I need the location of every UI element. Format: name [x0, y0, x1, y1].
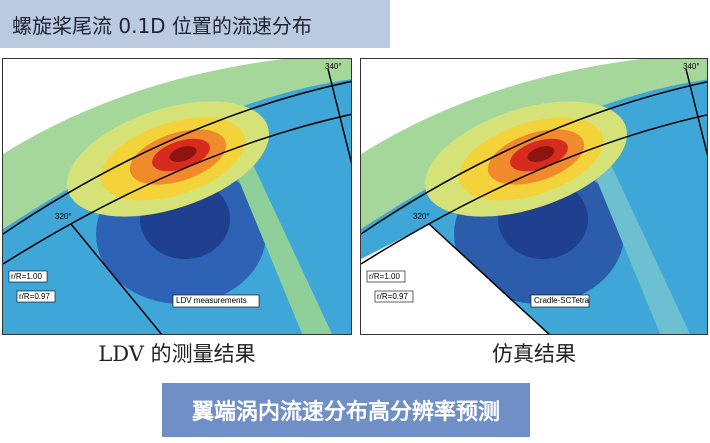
edge-blank	[361, 59, 641, 154]
banner: 翼端涡内流速分布高分辨率预测	[162, 383, 530, 437]
radius-line	[361, 81, 707, 235]
radius-label: r/R=0.97	[377, 292, 408, 301]
label-box	[374, 290, 414, 303]
label-box	[366, 270, 406, 283]
edge-blank	[3, 59, 283, 154]
angle-line	[327, 68, 351, 165]
angle-label: 340°	[325, 62, 342, 71]
angle-line	[428, 223, 550, 334]
angle-label: 340°	[683, 62, 700, 71]
caption: 仿真结果	[492, 342, 576, 366]
angle-line	[70, 223, 163, 334]
angle-label: 320°	[413, 212, 430, 221]
contour	[527, 146, 555, 162]
wake-band	[228, 154, 333, 334]
contour-plot: 340° 320° r/R=1.00 r/R=0.97 LDV measurements	[2, 58, 352, 335]
radius-label: r/R=1.00	[11, 272, 42, 281]
label-box	[172, 294, 260, 308]
contour	[169, 146, 197, 162]
plot-label: Cradle-SCTetra	[534, 296, 590, 305]
blank-region	[361, 224, 549, 334]
radius-label: r/R=0.97	[19, 292, 50, 301]
radius-line	[361, 114, 707, 265]
angle-label: 320°	[55, 212, 72, 221]
radius-label: r/R=1.00	[369, 272, 400, 281]
plot-label: LDV measurements	[176, 296, 247, 305]
label-box	[530, 294, 590, 308]
label-box	[8, 270, 48, 283]
contour-plot: 340° 320° r/R=1.00 r/R=0.97 Cradle-SCTetra	[360, 58, 708, 335]
wake-band	[586, 154, 691, 334]
radius-line	[3, 80, 351, 235]
caption: LDV 的测量结果	[98, 342, 256, 366]
label-box	[16, 290, 56, 303]
radius-line	[3, 113, 351, 265]
angle-line	[685, 68, 707, 157]
slide-title: 螺旋桨尾流 0.1D 位置的流速分布	[0, 0, 390, 48]
